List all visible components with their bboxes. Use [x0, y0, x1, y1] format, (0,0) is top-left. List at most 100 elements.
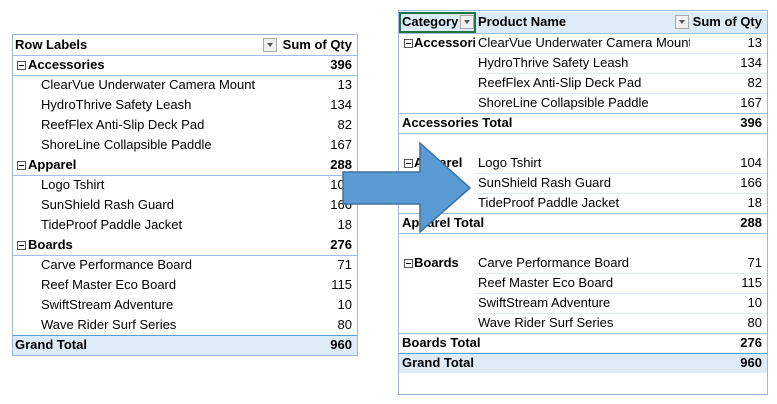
row-border [475, 273, 767, 274]
item-value: 82 [337, 117, 352, 132]
item-label: Wave Rider Surf Series [478, 315, 614, 330]
header-cell: Sum of Qty [692, 14, 762, 29]
row-border [13, 335, 357, 336]
item-value: 13 [337, 77, 352, 92]
item-label: ClearVue Underwater Camera Mount [478, 35, 690, 50]
item-value: 115 [331, 277, 352, 292]
grand-total-label: Grand Total [15, 337, 87, 352]
collapse-toggle[interactable] [404, 259, 413, 268]
group-label: Apparel [414, 155, 463, 170]
row-border [399, 33, 767, 34]
group-total: 276 [330, 237, 352, 252]
item-label: ShoreLine Collapsible Paddle [41, 137, 212, 152]
item-value: 18 [337, 217, 352, 232]
item-label: SwiftStream Adventure [41, 297, 174, 312]
group-total-label: Apparel Total [402, 215, 485, 230]
item-label: SunShield Rash Guard [41, 197, 174, 212]
group-label: Accessories [414, 35, 475, 50]
group-label: Boards [28, 237, 73, 252]
item-value: 167 [740, 95, 762, 110]
group-label: Boards [414, 255, 459, 270]
header-cell: Category [402, 14, 459, 29]
item-value: 82 [747, 75, 762, 90]
item-label: TideProof Paddle Jacket [41, 217, 183, 232]
item-label: ShoreLine Collapsible Paddle [478, 95, 649, 110]
header-cell: Row Labels [15, 37, 88, 52]
collapse-toggle[interactable] [17, 61, 26, 70]
group-total: 276 [740, 335, 762, 350]
group-label: Accessories [28, 57, 105, 72]
row-border [475, 313, 767, 314]
item-label: Logo Tshirt [41, 177, 105, 192]
item-value: 166 [740, 175, 762, 190]
row-border [399, 333, 767, 334]
group-total: 396 [740, 115, 762, 130]
grand-total-fill [13, 335, 357, 355]
group-label: Apparel [28, 157, 77, 172]
group-total: 396 [330, 57, 352, 72]
row-border [399, 233, 767, 234]
item-value: 166 [330, 197, 352, 212]
collapse-toggle[interactable] [17, 161, 26, 170]
item-value: 80 [747, 315, 762, 330]
item-label: SunShield Rash Guard [478, 175, 611, 190]
item-label: Carve Performance Board [478, 255, 630, 270]
filter-button[interactable] [675, 15, 689, 29]
row-border [475, 173, 767, 174]
item-value: 104 [330, 177, 352, 192]
grand-total-label: Grand Total [402, 355, 474, 370]
item-label: Carve Performance Board [41, 257, 193, 272]
item-value: 104 [740, 155, 762, 170]
row-border [475, 93, 767, 94]
selected-cell [399, 12, 476, 33]
filter-button[interactable] [263, 38, 277, 52]
row-border [475, 293, 767, 294]
row-border [399, 133, 767, 134]
grand-total-fill [399, 353, 767, 373]
item-label: HydroThrive Safety Leash [41, 97, 192, 112]
row-border [475, 193, 767, 194]
item-label: SwiftStream Adventure [478, 295, 611, 310]
item-value: 18 [747, 195, 762, 210]
item-value: 134 [740, 55, 762, 70]
group-total: 288 [740, 215, 762, 230]
item-value: 10 [337, 297, 352, 312]
item-label: ReefFlex Anti-Slip Deck Pad [41, 117, 205, 132]
grand-total-value: 960 [740, 355, 762, 370]
item-value: 71 [337, 257, 352, 272]
row-border [13, 75, 357, 76]
item-label: Logo Tshirt [478, 155, 542, 170]
group-total-label: Accessories Total [402, 115, 513, 130]
item-value: 13 [747, 35, 762, 50]
collapse-toggle[interactable] [404, 39, 413, 48]
item-label: ClearVue Underwater Camera Mount [41, 77, 256, 92]
item-label: HydroThrive Safety Leash [478, 55, 629, 70]
row-border [399, 353, 767, 354]
header-cell: Product Name [478, 14, 567, 29]
item-value: 71 [747, 255, 762, 270]
header-cell: Sum of Qty [282, 37, 352, 52]
group-total-label: Boards Total [402, 335, 481, 350]
item-label: Wave Rider Surf Series [41, 317, 177, 332]
row-border [13, 255, 357, 256]
filter-button[interactable] [460, 15, 474, 29]
item-label: Reef Master Eco Board [41, 277, 177, 292]
row-border [399, 213, 767, 214]
item-value: 80 [337, 317, 352, 332]
row-border [399, 113, 767, 114]
item-value: 167 [330, 137, 352, 152]
grand-total-value: 960 [330, 337, 352, 352]
item-value: 115 [741, 275, 762, 290]
item-value: 10 [747, 295, 762, 310]
row-border [475, 53, 767, 54]
collapse-toggle[interactable] [404, 159, 413, 168]
row-border [13, 55, 357, 56]
item-label: Reef Master Eco Board [478, 275, 614, 290]
collapse-toggle[interactable] [17, 241, 26, 250]
group-total: 288 [330, 157, 352, 172]
item-value: 134 [330, 97, 352, 112]
row-border [13, 175, 357, 176]
row-border [475, 73, 767, 74]
item-label: ReefFlex Anti-Slip Deck Pad [478, 75, 642, 90]
